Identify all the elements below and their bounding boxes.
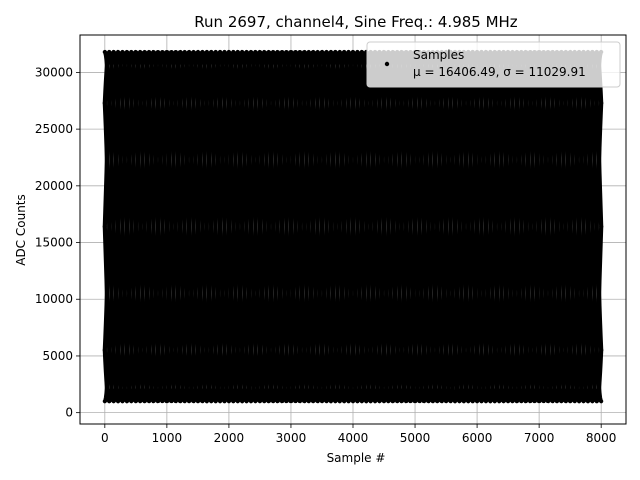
legend: Samples μ = 16406.49, σ = 11029.91 <box>366 41 621 88</box>
y-axis-label: ADC Counts <box>14 194 28 266</box>
y-tick-label: 10000 <box>35 292 73 306</box>
x-axis-label: Sample # <box>327 451 386 465</box>
x-tick-label: 7000 <box>524 431 555 445</box>
sample-band-7 <box>102 49 604 404</box>
y-tick-label: 25000 <box>35 122 73 136</box>
data-series-samples <box>102 49 604 404</box>
legend-marker <box>384 61 390 67</box>
chart-title: Run 2697, channel4, Sine Freq.: 4.985 MH… <box>194 13 518 31</box>
x-tick-label: 3000 <box>276 431 307 445</box>
x-tick-label: 1000 <box>152 431 183 445</box>
legend-stats: μ = 16406.49, σ = 11029.91 <box>413 65 586 79</box>
x-tick-label: 5000 <box>400 431 431 445</box>
y-tick-label: 15000 <box>35 236 73 250</box>
x-tick-label: 0 <box>101 431 109 445</box>
x-axis-ticks: 0 1000 2000 3000 4000 5000 6000 7000 8000 <box>101 424 616 445</box>
y-axis-ticks: 0 5000 10000 15000 20000 25000 30000 <box>35 65 80 420</box>
y-tick-label: 5000 <box>42 349 73 363</box>
legend-box <box>366 41 621 88</box>
legend-label: Samples <box>413 48 464 62</box>
x-tick-label: 2000 <box>214 431 245 445</box>
y-tick-label: 0 <box>65 406 73 420</box>
x-tick-label: 8000 <box>586 431 617 445</box>
sample-band-6 <box>102 49 604 404</box>
y-tick-label: 20000 <box>35 179 73 193</box>
x-tick-label: 4000 <box>338 431 369 445</box>
y-tick-label: 30000 <box>35 65 73 79</box>
x-tick-label: 6000 <box>462 431 493 445</box>
